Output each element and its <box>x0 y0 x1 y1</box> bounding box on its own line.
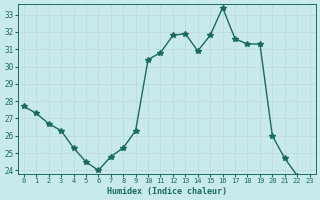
X-axis label: Humidex (Indice chaleur): Humidex (Indice chaleur) <box>107 187 227 196</box>
